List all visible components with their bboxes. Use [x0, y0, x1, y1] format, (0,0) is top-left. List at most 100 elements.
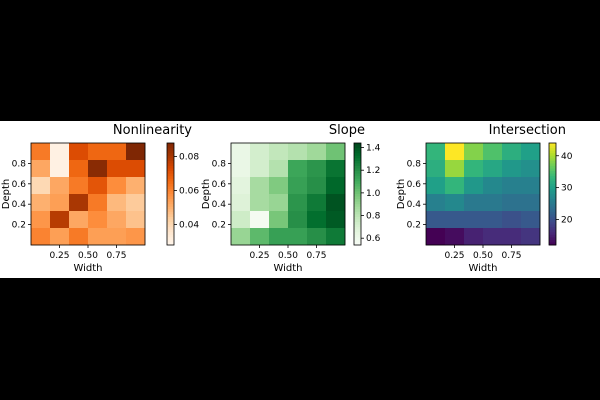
heatmap-cell	[326, 143, 346, 161]
heatmap-cell	[231, 194, 251, 212]
heatmap-cell	[426, 228, 446, 246]
x-tick-label: 0.50	[278, 251, 298, 261]
chart-2: Intersection 0.25 0.50 0.75 0.2 0.4 0.6 0.8 Widt…	[396, 123, 573, 274]
heatmap-cell	[307, 160, 327, 178]
colorbar-segment	[354, 224, 361, 228]
colorbar-segment	[354, 196, 361, 200]
colorbar-segment	[549, 194, 556, 197]
heatmap-cell	[326, 211, 346, 229]
colorbar-segment	[354, 216, 361, 220]
heatmap-cell	[231, 211, 251, 229]
x-tick-label: 0.75	[306, 251, 326, 261]
x-tick-label: 0.25	[444, 251, 464, 261]
colorbar-segment	[354, 176, 361, 180]
colorbar-segment	[354, 178, 361, 182]
heatmap-cell	[31, 177, 51, 195]
colorbar-segment	[354, 242, 361, 246]
colorbar-segment	[549, 242, 556, 246]
heatmap-cell	[502, 211, 522, 229]
heatmap-cell	[502, 194, 522, 212]
heatmap-cell	[307, 143, 327, 161]
colorbar-segment	[549, 206, 556, 210]
colorbar-tick-label: 0.8	[366, 212, 381, 222]
colorbar-segment	[354, 163, 361, 167]
colorbar-segment	[354, 165, 361, 169]
colorbar-segment	[549, 171, 556, 174]
heatmap-cell	[521, 211, 541, 229]
heatmap-cell	[269, 160, 289, 178]
colorbar-segment	[549, 158, 556, 162]
chart-title: Nonlinearity	[113, 123, 192, 138]
colorbar-segment	[354, 237, 361, 241]
heatmap-cell	[88, 160, 108, 178]
y-tick-label: 0.6	[12, 180, 27, 190]
colorbar-segment	[354, 206, 361, 210]
heatmap-cell	[107, 228, 127, 246]
heatmap-cell	[31, 211, 51, 229]
colorbar-segment	[167, 211, 174, 215]
colorbar-segment	[354, 201, 361, 205]
figure-panel: Nonlinearity 0.25 0.50 0.75 0.2 0.4 0.6 0.8 Widt…	[0, 121, 600, 278]
y-tick-label: 0.4	[407, 200, 422, 210]
heatmap-cell	[31, 228, 51, 246]
x-tick-label: 0.50	[473, 251, 493, 261]
colorbar-segment	[354, 181, 361, 185]
heatmap-cell	[502, 177, 522, 195]
colorbar-tick-label: 0.04	[179, 221, 199, 231]
colorbar-segment	[167, 188, 174, 192]
colorbar-segment	[549, 155, 556, 159]
colorbar-segment	[167, 143, 174, 146]
colorbar-segment	[167, 163, 174, 167]
heatmap-cell	[250, 228, 270, 246]
heatmap-cell	[250, 160, 270, 178]
colorbar-segment	[354, 209, 361, 213]
x-axis-label: Width	[73, 263, 102, 274]
heatmap-cell	[288, 177, 308, 195]
colorbar-segment	[549, 224, 556, 228]
colorbar-segment	[549, 183, 556, 187]
heatmap-cell	[502, 143, 522, 161]
colorbar-segment	[167, 145, 174, 149]
heatmap-cell	[483, 194, 503, 212]
colorbar-segment	[167, 206, 174, 210]
heatmap-cell	[126, 211, 146, 229]
heatmap-cell	[269, 177, 289, 195]
heatmap-cell	[426, 143, 446, 161]
colorbar-segment	[549, 168, 556, 172]
colorbar-segment	[549, 239, 556, 243]
colorbar-segment	[167, 239, 174, 243]
colorbar-segment	[354, 183, 361, 187]
colorbar-segment	[549, 173, 556, 177]
colorbar-tick-label: 0.08	[179, 153, 199, 163]
y-tick-label: 0.4	[12, 200, 27, 210]
heatmap-cell	[445, 143, 465, 161]
heatmap-cell	[231, 228, 251, 246]
chart-title: Slope	[329, 123, 365, 138]
heatmap-cell	[502, 228, 522, 246]
heatmap-cell	[50, 143, 70, 161]
colorbar-segment	[167, 165, 174, 169]
colorbar-segment	[354, 155, 361, 159]
heatmap-cell	[250, 194, 270, 212]
heatmap-cell	[483, 211, 503, 229]
heatmap-cell	[126, 194, 146, 212]
colorbar-segment	[549, 160, 556, 164]
heatmap-cell	[88, 211, 108, 229]
colorbar-segment	[167, 194, 174, 197]
colorbar-segment	[167, 237, 174, 241]
colorbar-segment	[167, 229, 174, 233]
heatmap-cell	[445, 211, 465, 229]
colorbar-segment	[549, 232, 556, 236]
colorbar-segment	[549, 165, 556, 169]
colorbar-segment	[354, 229, 361, 233]
colorbar-segment	[167, 201, 174, 205]
colorbar-segment	[354, 186, 361, 190]
x-tick-label: 0.75	[501, 251, 521, 261]
heatmap-cell	[69, 228, 89, 246]
y-tick-label: 0.8	[212, 159, 227, 169]
heatmap-cell	[31, 160, 51, 178]
heatmap-cell	[69, 160, 89, 178]
colorbar-segment	[167, 214, 174, 218]
colorbar-segment	[354, 194, 361, 197]
